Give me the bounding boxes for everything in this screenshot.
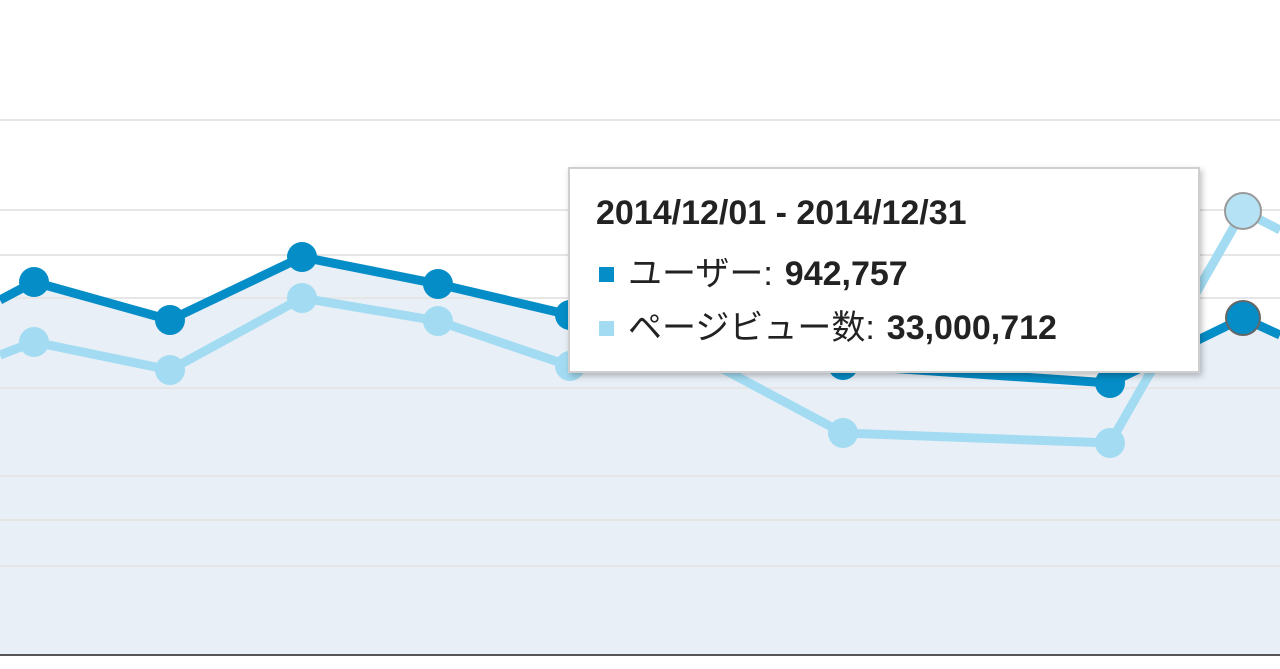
tooltip-title: 2014/12/01 - 2014/12/31 [596,194,967,232]
legend-swatch [599,320,614,336]
series-value: 33,000,712 [886,309,1057,347]
area-fill [0,257,1280,655]
legend-swatch [599,266,614,282]
series-value: 942,757 [784,255,908,293]
tooltip-row: ページビュー数: 33,000,712 [596,301,1198,355]
series-label: ユーザー: [628,255,773,293]
series-label: ページビュー数: [628,309,875,347]
tooltip-row: ユーザー: 942,757 [596,247,1198,301]
tooltip: 2014/12/01 - 2014/12/31 ユーザー: 942,757 ページビ… [568,167,1200,373]
pageview-points [19,192,1262,458]
